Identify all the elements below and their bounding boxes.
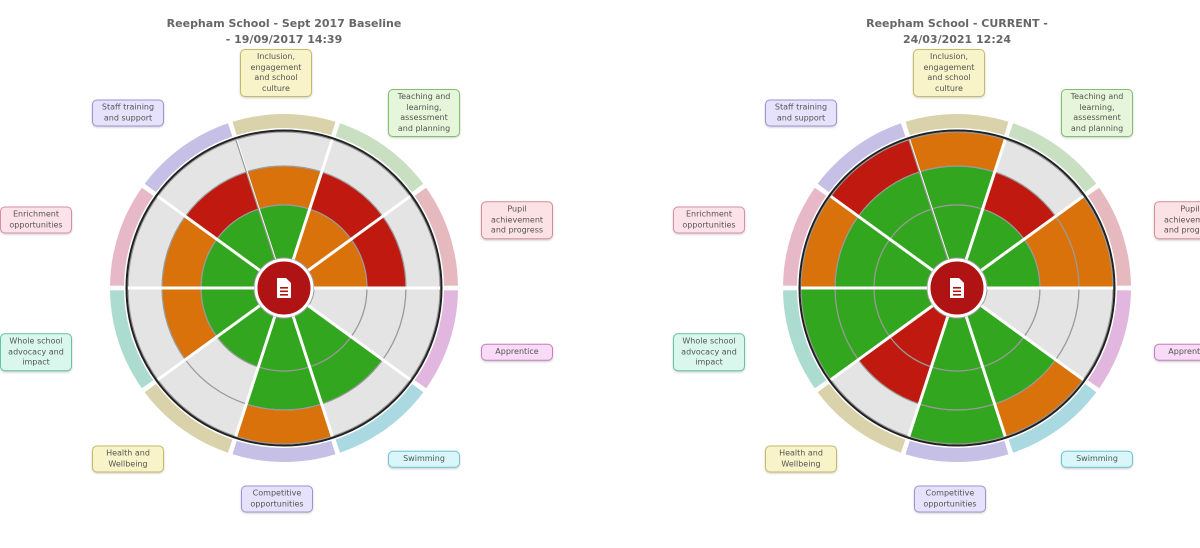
- segment-label: Enrichment opportunities: [0, 206, 72, 234]
- segment-divider: [307, 304, 412, 381]
- segment-divider: [234, 316, 277, 437]
- rim-band: [144, 123, 233, 193]
- hub-icon-line: [953, 287, 961, 289]
- rim-band: [783, 187, 827, 286]
- outer-ring: [798, 129, 1116, 447]
- segment-label: Health and Wellbeing: [765, 445, 837, 473]
- segment-divider: [964, 139, 1007, 260]
- rim-band: [1008, 123, 1097, 193]
- wheel: [110, 114, 458, 462]
- segment-label: Whole school advocacy and impact: [673, 333, 745, 371]
- segment-label: Staff training and support: [92, 99, 164, 127]
- segment-divider: [307, 195, 412, 272]
- segment-divider: [829, 195, 934, 272]
- outer-ring: [125, 129, 443, 447]
- rim-band: [335, 123, 424, 193]
- wheel-title: Reepham School - Sept 2017 Baseline - 19…: [166, 17, 402, 46]
- segment-divider: [964, 316, 1007, 437]
- segment-divider: [291, 316, 334, 437]
- segment-divider: [156, 195, 261, 272]
- segment-label: Pupil achievement and progress: [1154, 201, 1200, 239]
- cell: [156, 138, 248, 218]
- segment-label: Competitive opportunities: [241, 485, 313, 513]
- segment-label: Staff training and support: [765, 99, 837, 127]
- hub-icon-line: [280, 287, 288, 289]
- rim-band: [110, 290, 154, 389]
- segment-divider: [907, 316, 950, 437]
- segment-label: Whole school advocacy and impact: [0, 333, 72, 371]
- rim-band: [144, 383, 233, 453]
- segment-divider: [156, 304, 261, 381]
- cell: [235, 131, 333, 173]
- hub-icon-line: [280, 294, 288, 296]
- cell: [908, 403, 1006, 445]
- segment-divider: [291, 139, 334, 260]
- cell: [908, 131, 1006, 173]
- rim-band: [817, 123, 906, 193]
- rim-band: [232, 440, 336, 462]
- hub-icon-line: [953, 290, 961, 293]
- segment-label: Teaching and learning, assessment and pl…: [388, 89, 460, 137]
- cell: [235, 403, 333, 445]
- rim-band: [1087, 290, 1131, 389]
- segment-label: Apprentice: [1154, 343, 1200, 361]
- rim-band: [414, 290, 458, 389]
- rim-band: [783, 290, 827, 389]
- wheel: [783, 113, 1131, 462]
- rim-band: [1087, 187, 1131, 286]
- segment-label: Enrichment opportunities: [673, 206, 745, 234]
- hub-icon-line: [953, 294, 961, 296]
- rim-band: [1008, 383, 1097, 453]
- rim-band: [905, 113, 1009, 136]
- cell: [829, 138, 921, 218]
- segment-divider: [980, 195, 1085, 272]
- rim-band: [110, 187, 154, 286]
- segment-label: Swimming: [1061, 450, 1133, 468]
- wheel-title: Reepham School - CURRENT - 24/03/2021 12…: [866, 17, 1048, 46]
- segment-label: Teaching and learning, assessment and pl…: [1061, 89, 1133, 137]
- segment-divider: [829, 304, 934, 381]
- segment-label: Inclusion, engagement and school culture: [913, 49, 985, 97]
- rim-band: [335, 383, 424, 453]
- segment-label: Pupil achievement and progress: [481, 201, 553, 239]
- rim-band: [414, 187, 458, 286]
- rim-band: [232, 114, 336, 136]
- segment-label: Competitive opportunities: [914, 485, 986, 513]
- segment-divider: [980, 304, 1085, 381]
- segment-label: Apprentice: [481, 343, 553, 361]
- segment-label: Health and Wellbeing: [92, 445, 164, 473]
- hub-icon-line: [280, 290, 288, 293]
- rim-band: [905, 440, 1009, 462]
- segment-label: Swimming: [388, 450, 460, 468]
- segment-label: Inclusion, engagement and school culture: [240, 49, 312, 97]
- rim-band: [817, 383, 906, 453]
